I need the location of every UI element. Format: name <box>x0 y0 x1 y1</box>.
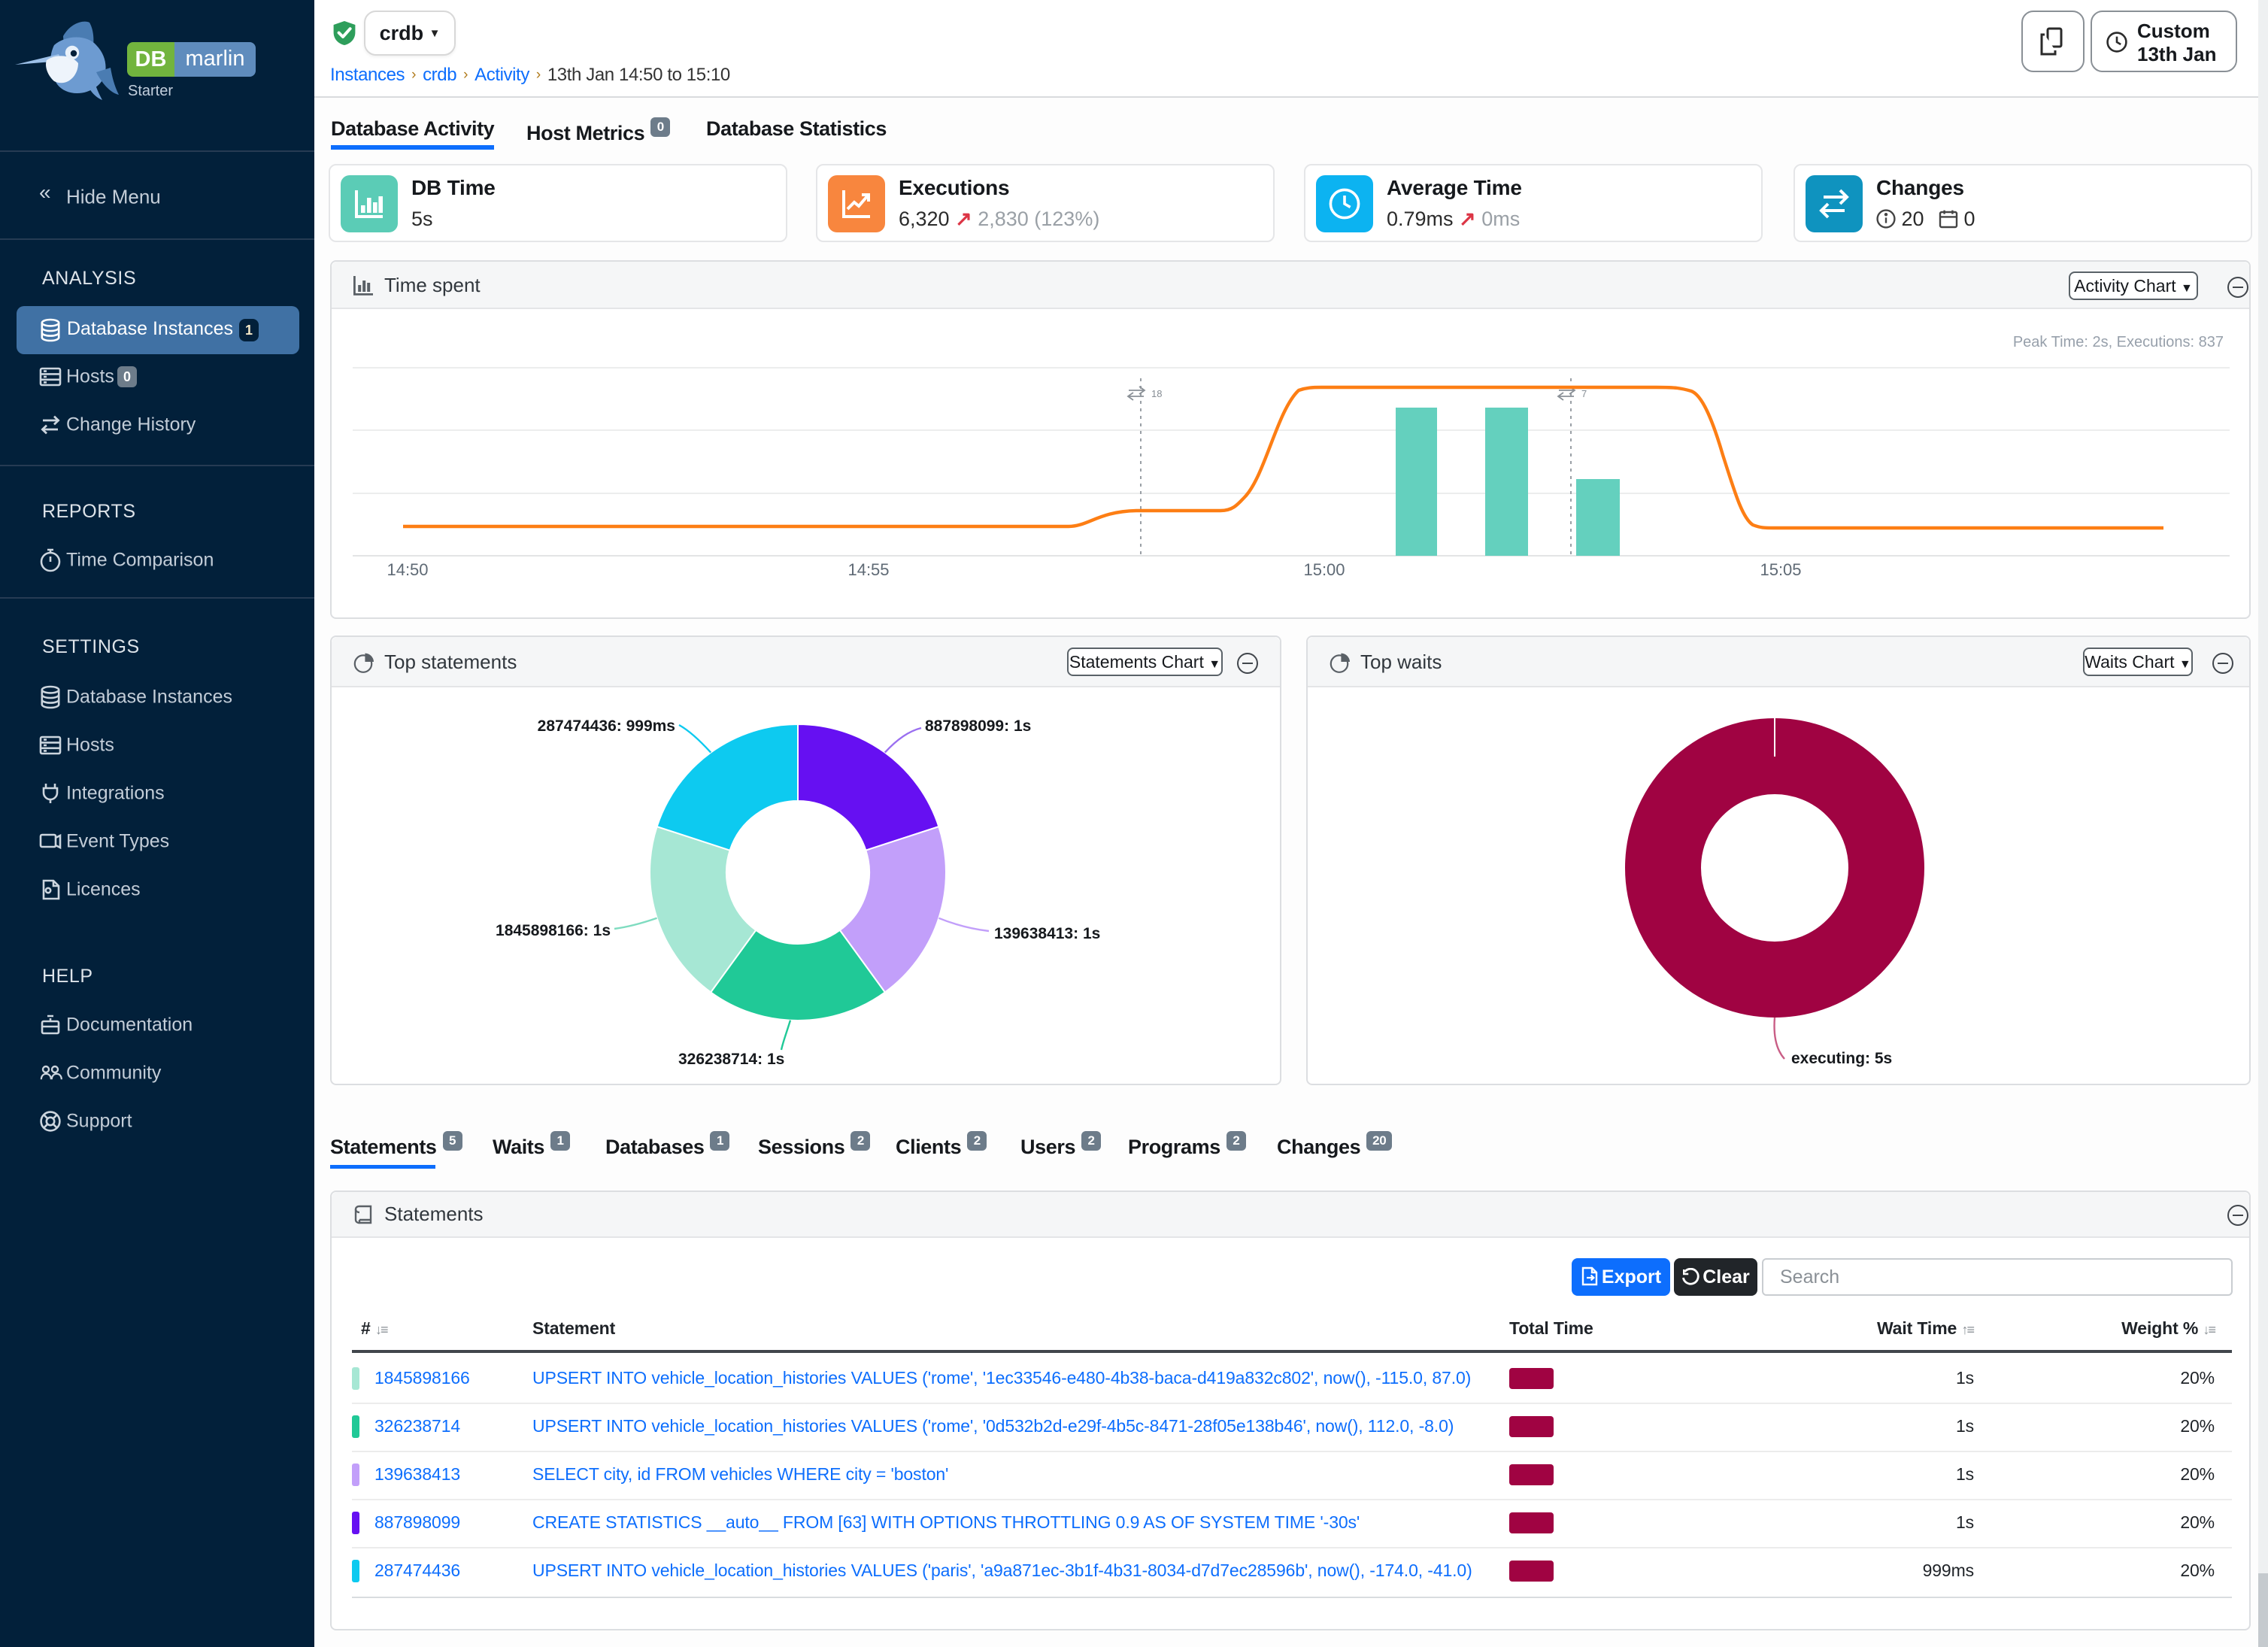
svg-text:326238714: 1s: 326238714: 1s <box>678 1051 784 1068</box>
svg-text:14:50: 14:50 <box>387 560 428 579</box>
svg-text:15:05: 15:05 <box>1760 560 1801 579</box>
svg-text:executing: 5s: executing: 5s <box>1791 1050 1892 1067</box>
svg-text:139638413: 1s: 139638413: 1s <box>994 925 1100 942</box>
svg-text:Peak Time: 2s, Executions: 837: Peak Time: 2s, Executions: 837 <box>2013 334 2224 350</box>
svg-text:7: 7 <box>1581 388 1587 399</box>
svg-text:18: 18 <box>1151 388 1162 399</box>
svg-text:1845898166: 1s: 1845898166: 1s <box>496 922 611 939</box>
svg-text:287474436: 999ms: 287474436: 999ms <box>538 717 675 735</box>
svg-text:14:55: 14:55 <box>847 560 889 579</box>
svg-text:887898099: 1s: 887898099: 1s <box>925 717 1031 735</box>
svg-text:15:00: 15:00 <box>1303 560 1345 579</box>
